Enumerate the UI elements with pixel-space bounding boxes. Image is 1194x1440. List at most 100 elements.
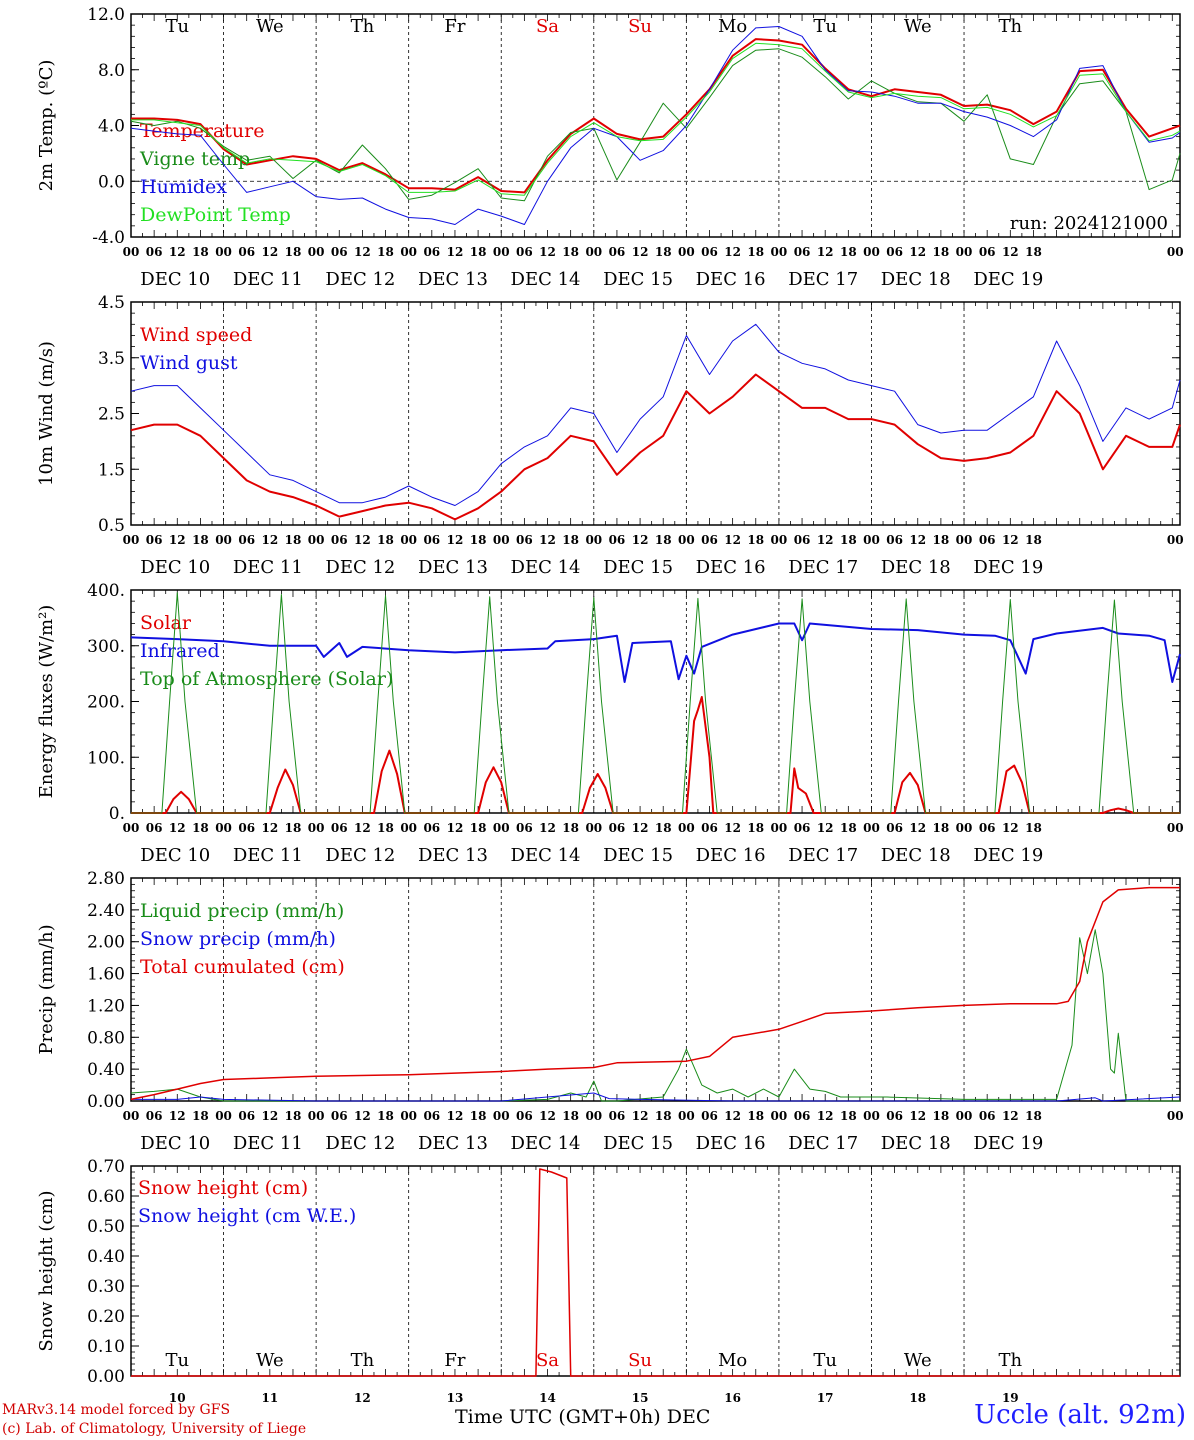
hour-tick-label: 12	[447, 245, 464, 259]
date-label: DEC 18	[881, 1133, 951, 1154]
hour-tick-label: 00	[493, 821, 510, 835]
hour-tick-label: 00	[400, 821, 417, 835]
y-tick-label: 1.5	[98, 460, 125, 480]
hour-tick-label: 00	[123, 821, 140, 835]
hour-tick-label: 00	[863, 1109, 880, 1123]
hour-tick-label: 12	[169, 1109, 186, 1123]
hour-tick-label: 06	[423, 533, 440, 547]
panel-1: -4.0 0.0 4.0 8.0 12.0 2m Temp. (ºC) 00 06 12 18 DE…	[36, 5, 1184, 290]
y-axis-label: 2m Temp. (ºC)	[36, 60, 57, 192]
hour-tick-label: 12	[169, 821, 186, 835]
hour-tick-label: 18	[377, 533, 394, 547]
date-label: DEC 16	[696, 269, 766, 290]
hour-tick-label: 00	[678, 245, 695, 259]
hour-tick-label: 06	[794, 245, 811, 259]
y-tick-label: 0.40	[87, 1060, 125, 1080]
hour-tick-label: 06	[794, 533, 811, 547]
hour-tick-label: 12	[909, 533, 926, 547]
hour-tick-label: 12	[261, 1109, 278, 1123]
hour-tick-label: 18	[655, 533, 672, 547]
y-tick-label: 0.70	[87, 1157, 125, 1177]
hour-tick-label: 18	[655, 821, 672, 835]
legend-entry: Wind gust	[140, 352, 238, 374]
hour-tick-label: 00	[585, 245, 602, 259]
hour-tick-label: 12	[261, 821, 278, 835]
hour-tick-label: 00	[123, 533, 140, 547]
y-tick-label: 0.50	[87, 1217, 125, 1237]
weekday-label: Th	[999, 1350, 1023, 1371]
series-line-snow-height-cm-	[131, 1168, 1180, 1377]
date-label: DEC 18	[881, 269, 951, 290]
run-label: run: 2024121000	[1010, 213, 1168, 234]
hour-tick-label: 00	[585, 821, 602, 835]
weekday-label: Th	[999, 16, 1023, 37]
hour-tick-label: 00	[123, 245, 140, 259]
hour-tick-label: 12	[817, 533, 834, 547]
lab-credit: (c) Lab. of Climatology, University of L…	[2, 1421, 307, 1437]
hour-tick-label: 12	[539, 1109, 556, 1123]
hour-tick-label: 06	[609, 821, 626, 835]
hour-tick-label: 06	[146, 245, 163, 259]
series-line-dewpoint-temp	[131, 42, 1181, 196]
legend-entry: Top of Atmosphere (Solar)	[140, 668, 393, 690]
weekday-label: Sa	[536, 16, 559, 37]
date-label: DEC 15	[603, 845, 673, 866]
hour-tick-label: 06	[146, 533, 163, 547]
panel-4: 0.00 0.40 0.80 1.20 1.60 2.00 2.40 2.80 Precip (…	[36, 869, 1184, 1154]
date-label: DEC 10	[140, 1133, 210, 1154]
series-line-infrared	[130, 622, 1181, 683]
hour-tick-label: 00	[863, 821, 880, 835]
hour-tick-label: 18	[840, 821, 857, 835]
panel-5: 0.00 0.10 0.20 0.30 0.40 0.50 0.60 0.70 Snow hei…	[36, 1157, 1181, 1405]
y-axis-label: Energy fluxes (W/m²)	[36, 605, 57, 799]
hour-tick-label: 12	[724, 533, 741, 547]
hour-tick-label: 06	[238, 1109, 255, 1123]
date-label: DEC 19	[973, 557, 1043, 578]
hour-tick-label: 00	[1167, 533, 1184, 547]
hour-tick-label: 00	[771, 245, 788, 259]
hour-tick-label: 00	[215, 533, 232, 547]
series-line-top-of-atmosphere-solar-	[131, 592, 1180, 814]
hour-tick-label: 00	[585, 1109, 602, 1123]
panel-3: 0. 100. 200. 300. 400. Energy fluxes (W/m²) 00…	[36, 581, 1184, 866]
hour-tick-label: 18	[285, 1109, 302, 1123]
hour-tick-label: 06	[423, 1109, 440, 1123]
hour-tick-label: 00	[493, 1109, 510, 1123]
series-line-humidex	[130, 26, 1181, 225]
y-tick-label: 2.5	[98, 405, 125, 425]
hour-tick-label: 18	[933, 245, 950, 259]
hour-tick-label: 06	[794, 1109, 811, 1123]
hour-tick-label: 12	[724, 245, 741, 259]
hour-tick-label: 06	[516, 245, 533, 259]
y-tick-label: 0.80	[87, 1028, 125, 1048]
y-tick-label: 8.0	[98, 61, 125, 81]
y-tick-label: 300.	[87, 637, 125, 657]
hour-tick-label: 00	[493, 245, 510, 259]
hour-tick-label: 06	[701, 1109, 718, 1123]
weekday-label: Su	[628, 16, 652, 37]
hour-tick-label: 06	[423, 245, 440, 259]
hour-tick-label: 06	[979, 533, 996, 547]
hour-tick-label: 12	[909, 1109, 926, 1123]
legend-entry: Snow height (cm W.E.)	[138, 1205, 356, 1227]
hour-tick-label: 06	[609, 245, 626, 259]
hour-tick-label: 18	[655, 245, 672, 259]
hour-tick-label: 18	[840, 533, 857, 547]
hour-tick-label: 12	[354, 245, 371, 259]
day-number-label: 13	[447, 1391, 464, 1405]
hour-tick-label: 18	[933, 533, 950, 547]
hour-tick-label: 12	[539, 821, 556, 835]
hour-tick-label: 18	[562, 533, 579, 547]
hour-tick-label: 00	[308, 821, 325, 835]
hour-tick-label: 06	[701, 245, 718, 259]
hour-tick-label: 06	[238, 533, 255, 547]
day-number-label: 11	[261, 1391, 278, 1405]
hour-tick-label: 12	[354, 533, 371, 547]
hour-tick-label: 18	[377, 245, 394, 259]
hour-tick-label: 06	[516, 821, 533, 835]
hour-tick-label: 00	[678, 1109, 695, 1123]
date-label: DEC 17	[788, 845, 858, 866]
date-label: DEC 17	[788, 557, 858, 578]
weekday-label: Tu	[165, 16, 189, 37]
